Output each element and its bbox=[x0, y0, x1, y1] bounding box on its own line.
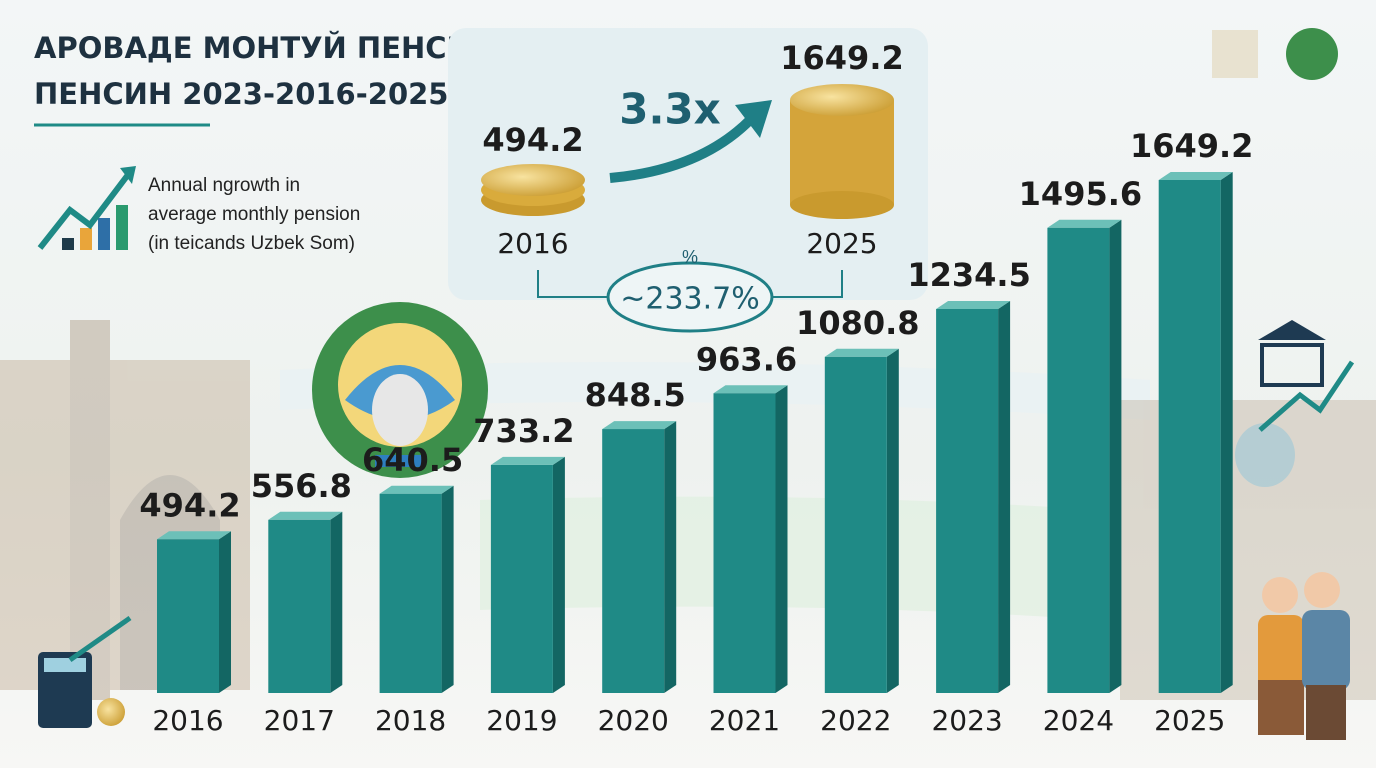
bar-top bbox=[490, 456, 565, 465]
bar bbox=[1158, 180, 1221, 693]
callout-end-year: 2025 bbox=[806, 227, 877, 260]
value-label: 1649.2 bbox=[1130, 127, 1253, 165]
value-label: 494.2 bbox=[139, 486, 240, 524]
value-label: 963.6 bbox=[696, 340, 797, 378]
x-tick-label: 2021 bbox=[709, 704, 780, 737]
x-tick-label: 2018 bbox=[375, 704, 446, 737]
x-tick-label: 2019 bbox=[486, 704, 557, 737]
coin-stack bbox=[790, 84, 894, 219]
value-label: 1080.8 bbox=[796, 304, 919, 342]
title-line: АРОВАДЕ МОНТУЙ ПЕНСИЙ bbox=[34, 31, 495, 65]
callout-start-year: 2016 bbox=[497, 227, 568, 260]
subtitle-line: average monthly pension bbox=[148, 204, 360, 225]
callout-end-value: 1649.2 bbox=[780, 39, 903, 77]
subtitle-line: (in teicands Uzbek Som) bbox=[148, 233, 355, 254]
bar-side bbox=[1109, 219, 1122, 693]
x-tick-label: 2017 bbox=[264, 704, 335, 737]
bank-icon bbox=[1258, 320, 1355, 432]
logo-emblem bbox=[1286, 28, 1338, 80]
bar-top bbox=[713, 385, 788, 394]
bar-side bbox=[330, 511, 343, 693]
bar-top bbox=[268, 511, 343, 520]
bar bbox=[490, 464, 553, 693]
bar-side bbox=[219, 531, 231, 693]
bar bbox=[379, 493, 442, 693]
bar bbox=[157, 539, 219, 693]
growth-arrow bbox=[609, 116, 754, 183]
bar-top bbox=[936, 300, 1011, 309]
bar-top bbox=[1158, 172, 1233, 180]
multiplier: 3.3x bbox=[619, 85, 721, 134]
percent-badge bbox=[606, 261, 774, 333]
emblem bbox=[312, 302, 488, 478]
bar-side bbox=[664, 421, 677, 693]
subtitle-line: Annual ngrowth in bbox=[148, 175, 300, 196]
bar-side bbox=[552, 456, 565, 693]
bar-side bbox=[998, 300, 1011, 693]
value-label: 640.5 bbox=[362, 441, 463, 479]
percent-icon: % bbox=[682, 247, 698, 267]
percent-change: ~233.7% bbox=[620, 282, 760, 317]
growth-icon bbox=[37, 166, 136, 250]
bar-top bbox=[1047, 219, 1122, 228]
value-label: 1234.5 bbox=[907, 256, 1030, 294]
bar-top bbox=[824, 348, 899, 357]
value-label: 1495.6 bbox=[1019, 175, 1142, 213]
bar bbox=[602, 429, 665, 693]
logo bbox=[1212, 30, 1258, 78]
elderly-couple bbox=[1258, 572, 1350, 740]
bar-side bbox=[775, 385, 788, 693]
value-label: 848.5 bbox=[585, 376, 686, 414]
bar bbox=[824, 356, 887, 693]
x-tick-label: 2016 bbox=[152, 704, 223, 737]
bar-top bbox=[157, 531, 231, 540]
x-tick-label: 2025 bbox=[1154, 704, 1225, 737]
x-tick-label: 2020 bbox=[598, 704, 669, 737]
bar-side bbox=[441, 485, 454, 693]
calculator-icon bbox=[38, 615, 132, 728]
growth-arrow-head bbox=[735, 100, 772, 138]
bracket bbox=[537, 270, 843, 298]
x-tick-label: 2023 bbox=[931, 704, 1002, 737]
bar-top bbox=[602, 421, 677, 430]
bar-side bbox=[1220, 172, 1233, 693]
bar bbox=[713, 393, 776, 693]
value-label: 556.8 bbox=[251, 467, 352, 505]
bar-top bbox=[379, 485, 454, 494]
flag-band bbox=[280, 362, 1150, 420]
bar bbox=[936, 308, 999, 693]
bar bbox=[268, 519, 331, 693]
coin-left bbox=[481, 164, 585, 216]
title-line: ПЕНСИН 2023-2016-2025 bbox=[34, 77, 448, 111]
x-tick-label: 2024 bbox=[1043, 704, 1114, 737]
x-tick-label: 2022 bbox=[820, 704, 891, 737]
value-label: 733.2 bbox=[473, 412, 574, 450]
callout-start-value: 494.2 bbox=[482, 121, 583, 159]
bar bbox=[1047, 227, 1110, 693]
bar-side bbox=[886, 348, 899, 693]
